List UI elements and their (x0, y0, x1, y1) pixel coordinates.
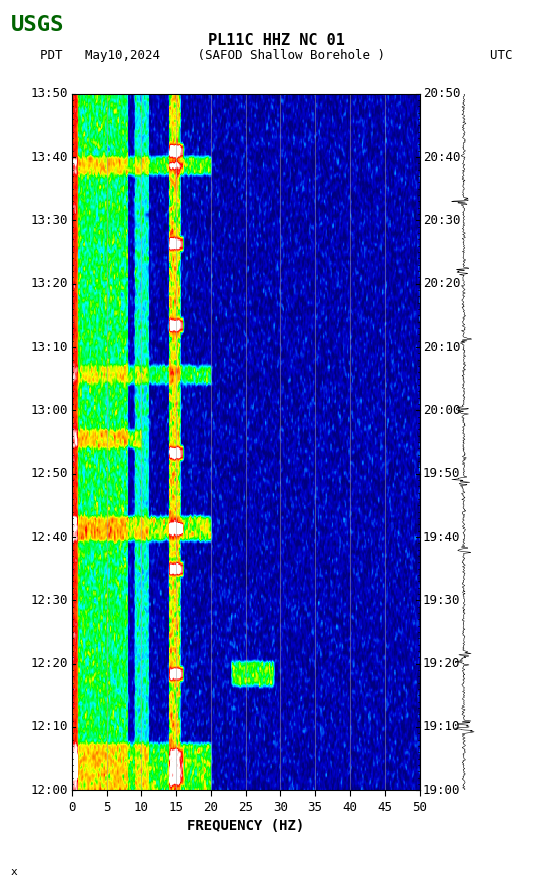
Text: 13:50: 13:50 (31, 88, 68, 100)
Text: 12:40: 12:40 (31, 530, 68, 544)
Text: 19:40: 19:40 (423, 530, 460, 544)
Text: 13:30: 13:30 (31, 214, 68, 227)
Text: 19:50: 19:50 (423, 467, 460, 480)
Text: 12:00: 12:00 (31, 784, 68, 797)
Text: 20:50: 20:50 (423, 88, 460, 100)
Text: PDT   May10,2024     (SAFOD Shallow Borehole )              UTC: PDT May10,2024 (SAFOD Shallow Borehole )… (40, 49, 512, 62)
Text: 13:10: 13:10 (31, 340, 68, 354)
Text: 20:20: 20:20 (423, 277, 460, 290)
Text: 13:20: 13:20 (31, 277, 68, 290)
Text: 13:40: 13:40 (31, 151, 68, 163)
Text: 19:00: 19:00 (423, 784, 460, 797)
Text: 12:10: 12:10 (31, 721, 68, 733)
Text: 20:00: 20:00 (423, 404, 460, 417)
Text: 20:30: 20:30 (423, 214, 460, 227)
Text: 20:40: 20:40 (423, 151, 460, 163)
Text: 19:30: 19:30 (423, 594, 460, 607)
Text: 19:10: 19:10 (423, 721, 460, 733)
Text: PL11C HHZ NC 01: PL11C HHZ NC 01 (208, 33, 344, 47)
Text: USGS: USGS (11, 15, 65, 35)
Text: 20:10: 20:10 (423, 340, 460, 354)
Text: 12:50: 12:50 (31, 467, 68, 480)
X-axis label: FREQUENCY (HZ): FREQUENCY (HZ) (187, 819, 304, 833)
Text: 12:30: 12:30 (31, 594, 68, 607)
Text: 12:20: 12:20 (31, 657, 68, 670)
Text: x: x (11, 867, 18, 877)
Text: 19:20: 19:20 (423, 657, 460, 670)
Text: 13:00: 13:00 (31, 404, 68, 417)
